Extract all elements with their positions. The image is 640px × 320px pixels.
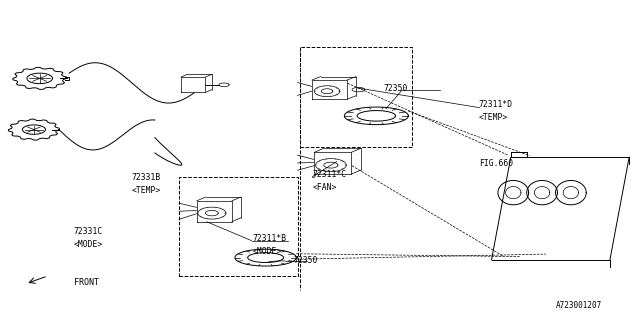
Text: 72350: 72350	[383, 84, 408, 93]
Text: <TEMP>: <TEMP>	[131, 186, 161, 195]
Text: A723001207: A723001207	[556, 301, 602, 310]
Text: <MODE>: <MODE>	[253, 247, 282, 256]
Bar	[179, 177, 298, 276]
Bar	[300, 47, 412, 147]
Text: 72331B: 72331B	[131, 173, 161, 182]
Text: 72311*B: 72311*B	[253, 234, 287, 243]
Text: <FAN>: <FAN>	[312, 183, 337, 192]
Text: 72350: 72350	[294, 256, 318, 265]
Text: FRONT: FRONT	[74, 278, 99, 287]
Text: 72311*D: 72311*D	[479, 100, 513, 109]
Text: 72331C: 72331C	[74, 228, 103, 236]
Text: FIG.660: FIG.660	[479, 159, 513, 168]
Text: <MODE>: <MODE>	[74, 240, 103, 249]
Text: 72311*C: 72311*C	[312, 170, 346, 179]
Text: <TEMP>: <TEMP>	[479, 113, 508, 122]
